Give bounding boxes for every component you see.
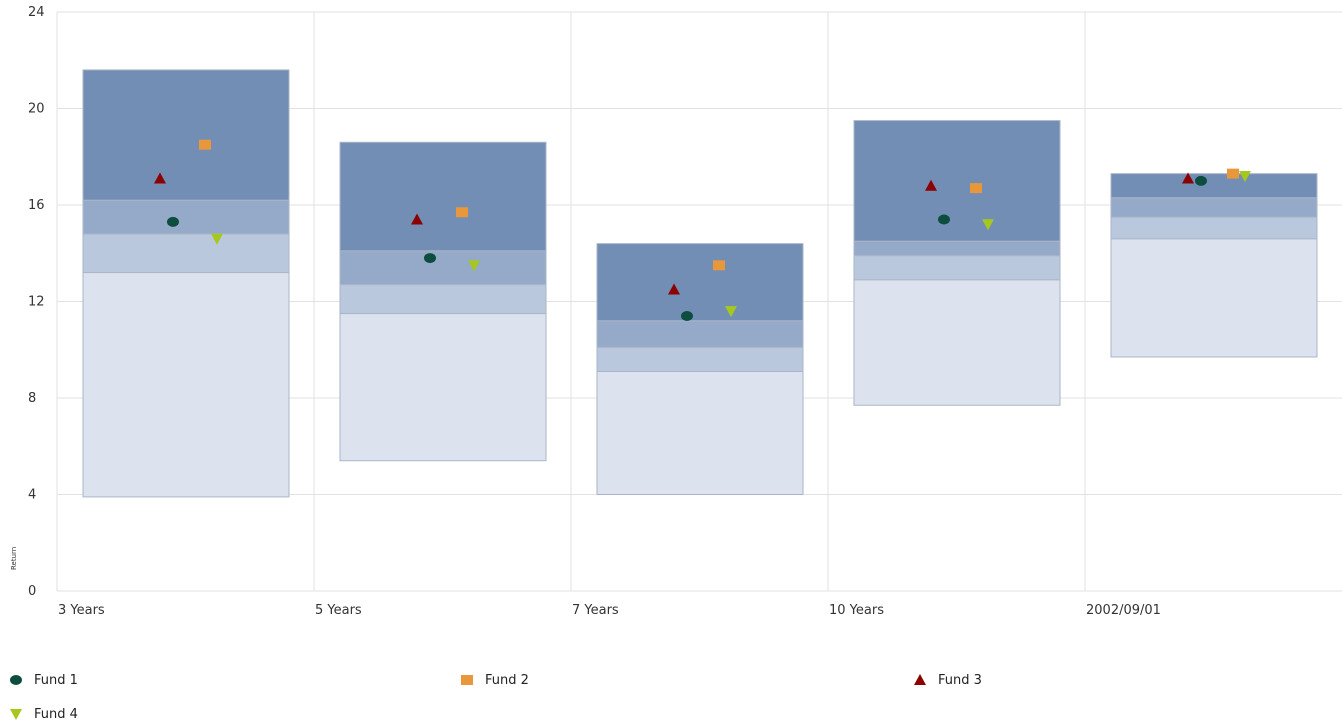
quartile-band-2 <box>596 346 804 372</box>
fund-2-point <box>970 183 982 194</box>
y-tick-label: 0 <box>28 584 36 599</box>
x-tick-label: 3 Years <box>58 603 105 618</box>
y-tick-label: 20 <box>28 102 45 117</box>
fund-1-point <box>1195 175 1207 186</box>
fund-1-point <box>938 214 950 225</box>
legend-marker <box>914 674 926 685</box>
fund-3-point <box>925 179 937 191</box>
legend-item-fund-1[interactable]: Fund 1 <box>8 670 78 690</box>
fund-3-point <box>154 172 166 184</box>
x-tick-label: 5 Years <box>315 603 362 618</box>
legend-marker <box>10 709 22 720</box>
y-axis-title: Return <box>10 547 18 570</box>
quartile-band-3 <box>82 199 290 235</box>
fund-2-point <box>713 260 725 271</box>
y-tick-label: 12 <box>28 295 45 310</box>
legend-item-fund-3[interactable]: Fund 3 <box>912 670 982 690</box>
x-tick-label: 7 Years <box>572 603 619 618</box>
bars-layer <box>82 69 1318 498</box>
legend-label: Fund 3 <box>938 672 982 688</box>
legend-marker <box>10 675 22 685</box>
quartile-band-4 <box>596 243 804 322</box>
fund-1-point <box>167 216 179 227</box>
quartile-band-2 <box>82 233 290 274</box>
chart-svg: 0 4 8 12 16 20 24 3 Years 5 Years 7 Years 10 Years… <box>10 5 1342 618</box>
fund-1-point <box>424 253 436 264</box>
quartile-band-2 <box>853 255 1061 281</box>
fund-2-point <box>199 139 211 150</box>
triangle-down-marker-icon <box>10 709 22 720</box>
quartile-band-1 <box>596 370 804 495</box>
legend-label: Fund 2 <box>485 672 529 688</box>
quartile-band-4 <box>82 69 290 201</box>
quartile-band-3 <box>339 250 547 286</box>
quartile-band-2 <box>339 284 547 315</box>
quartile-band-3 <box>1110 197 1318 218</box>
quartile-band-1 <box>339 313 547 462</box>
fund-2-point <box>1227 168 1239 179</box>
fund-4-point <box>468 260 480 272</box>
quartile-band-4 <box>339 141 547 252</box>
quartile-band-1 <box>853 279 1061 406</box>
x-tick-label: 2002/09/01 <box>1086 603 1161 618</box>
fund-3-point <box>1182 172 1194 184</box>
triangle-up-marker-icon <box>914 674 926 685</box>
quartile-band-3 <box>596 320 804 348</box>
quartile-band-2 <box>1110 216 1318 240</box>
legend-item-fund-4[interactable]: Fund 4 <box>8 704 78 724</box>
axis-layer: 0 4 8 12 16 20 24 3 Years 5 Years 7 Years 10 Years… <box>10 5 1161 618</box>
fund-3-point <box>411 213 423 225</box>
legend-item-fund-2[interactable]: Fund 2 <box>459 670 529 690</box>
y-tick-label: 4 <box>28 488 36 503</box>
square-marker-icon <box>461 675 473 685</box>
fund-4-point <box>725 306 737 318</box>
chart-legend: Fund 1 Fund 2 Fund 3 Fund 4 <box>0 666 1342 724</box>
x-tick-label: 10 Years <box>829 603 884 618</box>
y-tick-label: 8 <box>28 391 36 406</box>
quartile-band-4 <box>853 120 1061 242</box>
quartile-band-1 <box>82 272 290 498</box>
legend-label: Fund 1 <box>34 672 78 688</box>
circle-marker-icon <box>10 675 22 685</box>
fund-2-point <box>456 207 468 218</box>
quartile-band-3 <box>853 240 1061 257</box>
fund-4-point <box>211 233 223 245</box>
fund-3-point <box>668 283 680 295</box>
legend-label: Fund 4 <box>34 706 78 722</box>
quartile-band-4 <box>1110 173 1318 199</box>
y-tick-label: 24 <box>28 5 45 20</box>
quartile-band-1 <box>1110 238 1318 358</box>
fund-4-point <box>1239 171 1251 183</box>
legend-marker <box>461 675 473 685</box>
fund-1-point <box>681 310 693 321</box>
markers-layer <box>154 139 1251 321</box>
y-tick-label: 16 <box>28 198 45 213</box>
fund-4-point <box>982 219 994 231</box>
